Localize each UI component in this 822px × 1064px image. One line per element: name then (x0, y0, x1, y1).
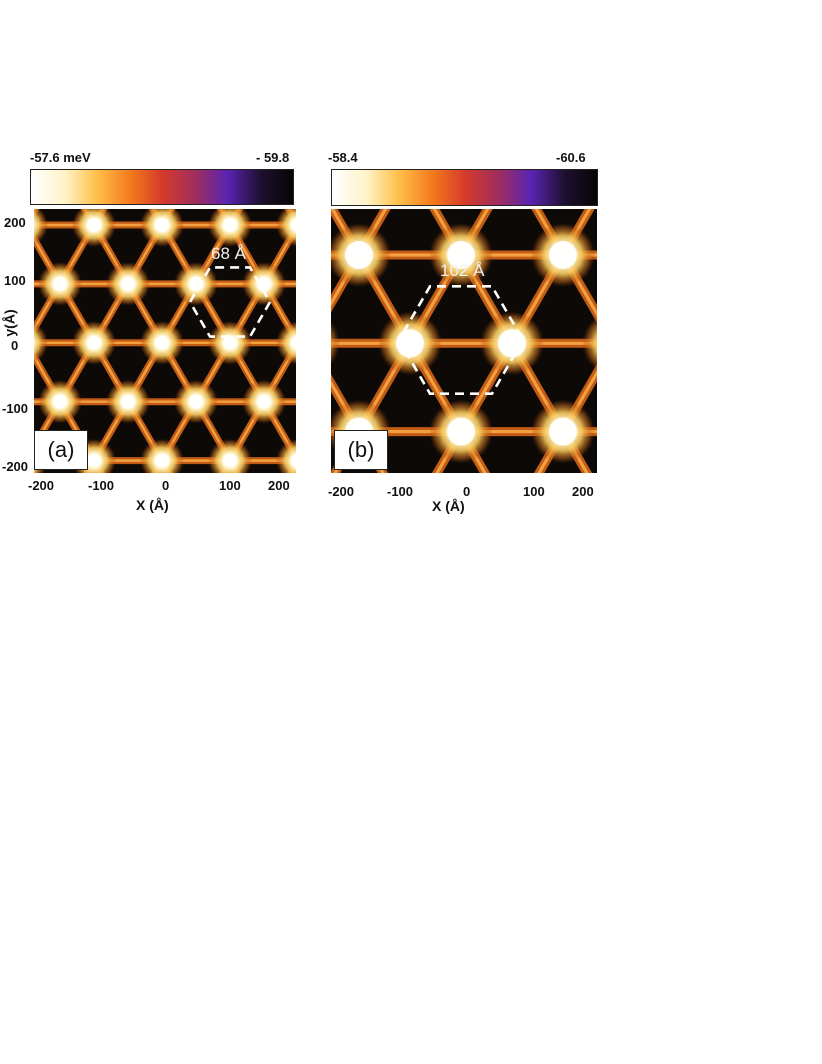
x-tick-a-1: -100 (88, 478, 115, 493)
x-axis-title-b: X (Å) (432, 498, 465, 514)
lattice-node-core (121, 394, 135, 409)
lattice-node-glow (34, 209, 48, 246)
x-tick-b-4: 200 (572, 484, 594, 499)
y-tick-a-1: 100 (4, 273, 26, 288)
hex-label-a: 68 Å (211, 244, 246, 263)
x-axis-title-a: X (Å) (136, 497, 169, 513)
lattice-node-core (498, 329, 526, 358)
lattice-node-core (53, 276, 67, 291)
y-tick-a-0: 200 (4, 215, 26, 230)
map-b-svg (331, 209, 597, 473)
hex-label-b: 102 Å (440, 261, 485, 280)
map-a (34, 209, 296, 473)
y-axis-title-a: y(Å) (1, 309, 18, 337)
x-tick-a-0: -200 (28, 478, 55, 493)
colorbar-b-max-label: -60.6 (556, 150, 586, 165)
lattice-node-glow (582, 316, 597, 371)
lattice-node-core (223, 453, 237, 468)
lattice-node-core (121, 276, 135, 291)
lattice-node-core (396, 329, 424, 358)
lattice-node-core (291, 218, 296, 232)
map-b (331, 209, 597, 473)
lattice-node-core (189, 394, 203, 409)
lattice-node-glow (276, 209, 296, 247)
lattice-node-core (223, 335, 237, 350)
lattice-node-core (87, 335, 101, 350)
dashed-hexagon (397, 285, 525, 395)
colorbar-a-min-label: -57.6 meV (30, 150, 91, 165)
colorbar-a-max-label: - 59.8 (256, 150, 290, 165)
lattice-node-core (447, 241, 475, 269)
lattice-node-core (447, 417, 475, 446)
lattice-node-core (155, 335, 169, 350)
map-a-svg (34, 209, 296, 473)
x-tick-b-2: 0 (463, 484, 471, 499)
lattice-node-core (345, 241, 373, 269)
colorbar-b-min-label: -58.4 (328, 150, 358, 165)
y-tick-a-3: -100 (2, 401, 29, 416)
lattice-node-core (155, 218, 169, 232)
lattice-node-glow (331, 321, 340, 366)
colorbar-b (331, 169, 598, 206)
x-tick-b-0: -200 (328, 484, 355, 499)
lattice-node-glow (276, 438, 296, 473)
x-tick-a-2: 0 (162, 478, 170, 493)
lattice-node-core (549, 241, 577, 269)
lattice-node-core (155, 453, 169, 468)
lattice-node-core (549, 417, 577, 446)
x-tick-a-3: 100 (219, 478, 241, 493)
colorbar-a (30, 169, 294, 205)
lattice-node-core (291, 336, 296, 350)
dashed-hexagon (188, 266, 272, 338)
y-tick-a-2: 0 (11, 338, 19, 353)
x-tick-a-4: 200 (268, 478, 290, 493)
lattice-node-core (223, 218, 237, 232)
lattice-node-glow (276, 320, 296, 365)
lattice-node-core (53, 394, 67, 409)
x-tick-b-3: 100 (523, 484, 545, 499)
lattice-node-glow (34, 322, 48, 364)
lattice-node-core (257, 276, 271, 291)
panel-tag-b: (b) (334, 430, 388, 470)
lattice-node-core (291, 453, 296, 468)
y-tick-a-4: -200 (2, 459, 29, 474)
lattice-node-core (87, 218, 101, 232)
lattice-node-core (257, 394, 271, 409)
x-tick-b-1: -100 (387, 484, 414, 499)
lattice-node-core (87, 453, 101, 468)
panel-tag-a: (a) (34, 430, 88, 470)
